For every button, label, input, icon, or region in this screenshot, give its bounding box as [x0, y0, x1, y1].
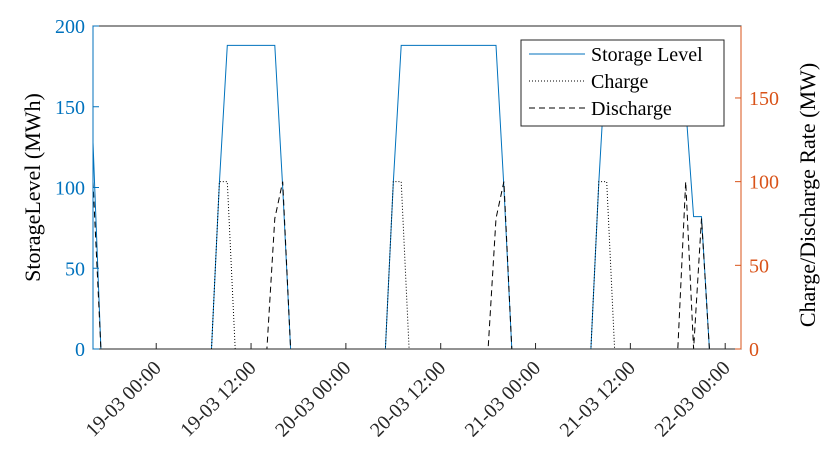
x-tick-label: 19-03 12:00	[176, 357, 260, 441]
x-tick-label: 19-03 00:00	[81, 357, 165, 441]
right-tick-label: 50	[749, 255, 769, 277]
right-tick-label: 100	[749, 172, 779, 194]
left-tick-label: 200	[55, 16, 85, 38]
x-tick-label: 21-03 12:00	[556, 357, 640, 441]
y-axis-left-label: StorageLevel (MWh)	[20, 93, 45, 282]
series-line-discharge	[92, 181, 710, 350]
x-tick-label: 20-03 12:00	[366, 357, 450, 441]
x-tick-label: 21-03 00:00	[461, 357, 545, 441]
legend: Storage Level Charge Discharge	[520, 39, 725, 127]
left-tick-label: 50	[65, 258, 85, 280]
right-tick-label: 150	[749, 88, 779, 110]
left-tick-label: 150	[55, 97, 85, 119]
left-tick-label: 0	[75, 339, 85, 361]
series-line-storage-level	[92, 44, 741, 350]
y-axis-right-label: Charge/Discharge Rate (MW)	[795, 63, 820, 327]
right-tick-label: 0	[749, 339, 759, 361]
x-tick-label: 22-03 00:00	[650, 357, 734, 441]
series-layer	[92, 44, 741, 350]
x-tick-label: 20-03 00:00	[271, 357, 355, 441]
legend-label-charge: Charge	[591, 71, 649, 93]
legend-label-discharge: Discharge	[591, 98, 672, 120]
legend-label-storage-level: Storage Level	[591, 44, 703, 66]
left-tick-label: 100	[55, 178, 85, 200]
series-line-charge	[211, 181, 616, 350]
